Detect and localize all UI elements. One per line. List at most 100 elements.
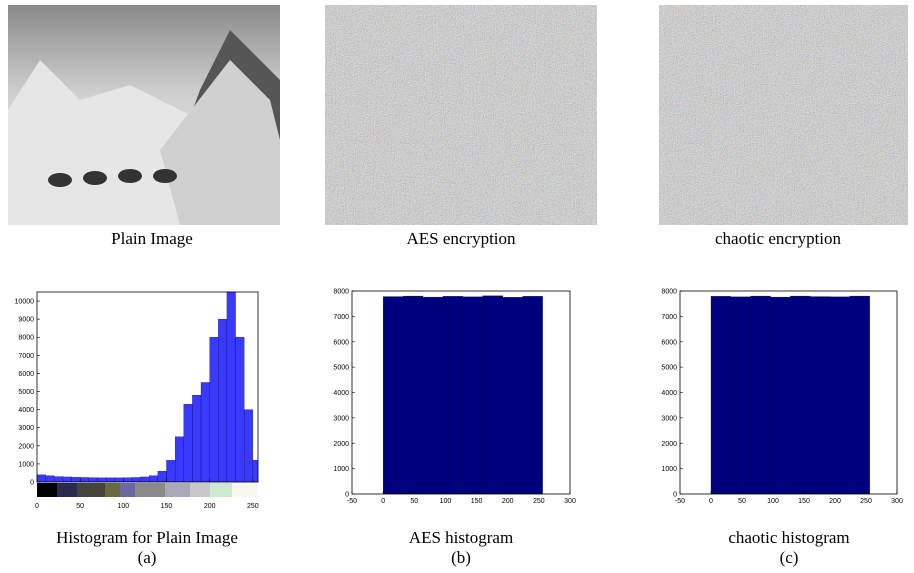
bar	[175, 437, 184, 482]
x-tick-label: 200	[502, 498, 514, 505]
y-tick-label: 8000	[18, 335, 34, 342]
bar	[790, 296, 810, 494]
y-tick-label: 7000	[661, 314, 677, 321]
caption: chaotic encryption	[715, 229, 842, 248]
caption: AES histogram	[409, 528, 513, 547]
x-tick-label: 100	[117, 503, 129, 510]
bar	[37, 475, 46, 482]
x-tick-label: 50	[410, 498, 418, 505]
bar	[253, 460, 258, 482]
x-tick-label: 100	[767, 498, 779, 505]
x-tick-label: 250	[860, 498, 872, 505]
bar	[443, 296, 463, 494]
bar	[192, 395, 201, 482]
bar	[54, 477, 63, 482]
bar	[132, 477, 141, 482]
caption: AES encryption	[406, 229, 516, 248]
bar	[423, 297, 443, 494]
caption: Plain Image	[111, 229, 193, 248]
bar	[218, 319, 227, 482]
bar	[503, 297, 523, 494]
x-tick-label: 300	[564, 498, 576, 505]
y-tick-label: 6000	[18, 371, 34, 378]
x-tick-label: 150	[161, 503, 173, 510]
bar	[63, 477, 72, 482]
y-tick-label: 2000	[661, 441, 677, 448]
x-tick-label: 100	[440, 498, 452, 505]
bar	[483, 296, 503, 494]
x-tick-label: 50	[76, 503, 84, 510]
bar	[115, 478, 124, 482]
y-tick-label: 3000	[333, 415, 349, 422]
bar	[158, 471, 167, 482]
bar	[123, 478, 132, 482]
aes-image	[325, 5, 597, 225]
x-tick-label: 200	[204, 503, 216, 510]
y-tick-label: 1000	[18, 461, 34, 468]
y-tick-label: 2000	[333, 441, 349, 448]
y-tick-label: 5000	[333, 365, 349, 372]
y-tick-label: 9000	[18, 317, 34, 324]
y-tick-label: 5000	[18, 389, 34, 396]
x-tick-label: -50	[347, 498, 357, 505]
y-tick-label: 10000	[15, 299, 35, 306]
bar	[711, 296, 731, 494]
bar	[830, 297, 850, 494]
x-tick-label: 300	[891, 498, 903, 505]
caption: Histogram for Plain Image	[56, 528, 238, 547]
bar	[751, 296, 771, 494]
x-tick-label: 0	[35, 503, 39, 510]
bar	[210, 337, 219, 482]
x-tick-label: 150	[798, 498, 810, 505]
bar	[463, 297, 483, 494]
x-tick-label: 150	[471, 498, 483, 505]
bar	[227, 292, 236, 482]
bar	[244, 410, 253, 482]
x-tick-label: 200	[829, 498, 841, 505]
y-tick-label: 8000	[333, 289, 349, 296]
y-tick-label: 7000	[18, 353, 34, 360]
bar	[80, 477, 89, 482]
x-tick-label: 0	[709, 498, 713, 505]
bar	[72, 477, 81, 482]
panel-label: (c)	[780, 548, 799, 567]
x-tick-label: 250	[533, 498, 545, 505]
figure: Plain Image AES encryption chaotic encry…	[0, 0, 914, 573]
bar	[106, 478, 115, 482]
bar	[731, 297, 751, 494]
y-tick-label: 1000	[661, 466, 677, 473]
caption: chaotic histogram	[728, 528, 849, 547]
bar	[236, 337, 245, 482]
y-tick-label: 5000	[661, 365, 677, 372]
y-tick-label: 4000	[661, 390, 677, 397]
bar	[166, 460, 175, 482]
bar	[149, 476, 158, 482]
x-tick-label: 0	[381, 498, 385, 505]
y-tick-label: 1000	[333, 466, 349, 473]
chaotic-image	[659, 5, 914, 225]
y-tick-label: 4000	[18, 407, 34, 414]
bar	[141, 477, 150, 482]
bar	[97, 478, 106, 482]
bar	[46, 476, 55, 482]
y-tick-label: 4000	[333, 390, 349, 397]
bar	[403, 296, 423, 494]
bar	[383, 297, 403, 494]
y-tick-label: 6000	[661, 339, 677, 346]
x-tick-label: 50	[738, 498, 746, 505]
y-tick-label: 2000	[18, 443, 34, 450]
bar	[201, 382, 210, 482]
panel-label: (b)	[451, 548, 471, 567]
bar	[523, 296, 543, 494]
y-tick-label: 3000	[661, 415, 677, 422]
x-tick-label: -50	[675, 498, 685, 505]
y-tick-label: 6000	[333, 339, 349, 346]
colorbar	[37, 483, 258, 497]
bar	[89, 478, 98, 482]
plain-image	[8, 5, 280, 225]
bar	[184, 404, 193, 482]
bar	[850, 296, 870, 494]
y-tick-label: 0	[30, 480, 34, 487]
bar	[810, 297, 830, 494]
y-tick-label: 3000	[18, 425, 34, 432]
